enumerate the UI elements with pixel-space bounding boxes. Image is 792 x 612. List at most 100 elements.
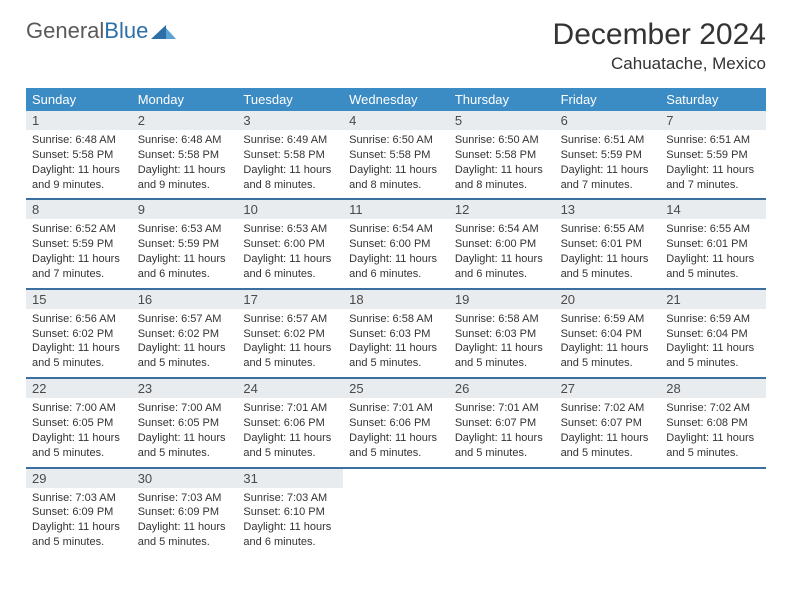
day-cell: 24Sunrise: 7:01 AMSunset: 6:06 PMDayligh… [237,379,343,466]
day-cell: 8Sunrise: 6:52 AMSunset: 5:59 PMDaylight… [26,200,132,287]
day-cell: 15Sunrise: 6:56 AMSunset: 6:02 PMDayligh… [26,290,132,377]
header: GeneralBlue December 2024 Cahuatache, Me… [26,18,766,74]
day-body: Sunrise: 7:00 AMSunset: 6:05 PMDaylight:… [26,398,132,460]
daylight-line: Daylight: 11 hours and 5 minutes. [32,520,126,550]
week-row: 8Sunrise: 6:52 AMSunset: 5:59 PMDaylight… [26,200,766,289]
sunset-line: Sunset: 5:58 PM [32,148,126,163]
day-number: 11 [343,200,449,219]
day-cell: .. [343,469,449,556]
sunset-line: Sunset: 6:02 PM [138,327,232,342]
daylight-line: Daylight: 11 hours and 5 minutes. [561,341,655,371]
day-number: 20 [555,290,661,309]
day-cell: 29Sunrise: 7:03 AMSunset: 6:09 PMDayligh… [26,469,132,556]
sunset-line: Sunset: 5:58 PM [455,148,549,163]
day-body: Sunrise: 7:03 AMSunset: 6:10 PMDaylight:… [237,488,343,550]
weekday-header-row: SundayMondayTuesdayWednesdayThursdayFrid… [26,88,766,111]
sunset-line: Sunset: 6:05 PM [32,416,126,431]
day-number: 16 [132,290,238,309]
day-cell: 20Sunrise: 6:59 AMSunset: 6:04 PMDayligh… [555,290,661,377]
weekday-cell: Sunday [26,88,132,111]
day-number: 19 [449,290,555,309]
week-row: 15Sunrise: 6:56 AMSunset: 6:02 PMDayligh… [26,290,766,379]
sunrise-line: Sunrise: 6:54 AM [455,222,549,237]
daylight-line: Daylight: 11 hours and 5 minutes. [666,341,760,371]
sunset-line: Sunset: 6:02 PM [32,327,126,342]
daylight-line: Daylight: 11 hours and 5 minutes. [138,431,232,461]
day-body: Sunrise: 7:02 AMSunset: 6:08 PMDaylight:… [660,398,766,460]
daylight-line: Daylight: 11 hours and 8 minutes. [455,163,549,193]
sunrise-line: Sunrise: 6:59 AM [666,312,760,327]
day-cell: 14Sunrise: 6:55 AMSunset: 6:01 PMDayligh… [660,200,766,287]
sunset-line: Sunset: 6:00 PM [455,237,549,252]
day-number: 28 [660,379,766,398]
sunset-line: Sunset: 6:07 PM [561,416,655,431]
sunrise-line: Sunrise: 6:59 AM [561,312,655,327]
sunrise-line: Sunrise: 6:55 AM [666,222,760,237]
sunrise-line: Sunrise: 7:03 AM [32,491,126,506]
day-cell: 31Sunrise: 7:03 AMSunset: 6:10 PMDayligh… [237,469,343,556]
weekday-cell: Thursday [449,88,555,111]
sunset-line: Sunset: 5:58 PM [349,148,443,163]
daylight-line: Daylight: 11 hours and 9 minutes. [138,163,232,193]
day-body: Sunrise: 6:48 AMSunset: 5:58 PMDaylight:… [26,130,132,192]
sunset-line: Sunset: 6:06 PM [243,416,337,431]
sunset-line: Sunset: 6:08 PM [666,416,760,431]
day-cell: 16Sunrise: 6:57 AMSunset: 6:02 PMDayligh… [132,290,238,377]
day-cell: 5Sunrise: 6:50 AMSunset: 5:58 PMDaylight… [449,111,555,198]
sunset-line: Sunset: 6:01 PM [561,237,655,252]
day-body: Sunrise: 6:57 AMSunset: 6:02 PMDaylight:… [237,309,343,371]
day-body: Sunrise: 6:58 AMSunset: 6:03 PMDaylight:… [343,309,449,371]
sunrise-line: Sunrise: 6:49 AM [243,133,337,148]
day-number: 14 [660,200,766,219]
sunrise-line: Sunrise: 6:51 AM [561,133,655,148]
day-cell: 13Sunrise: 6:55 AMSunset: 6:01 PMDayligh… [555,200,661,287]
day-number: 23 [132,379,238,398]
day-body: Sunrise: 6:50 AMSunset: 5:58 PMDaylight:… [449,130,555,192]
brand-text: GeneralBlue [26,18,148,44]
weekday-cell: Friday [555,88,661,111]
day-body: Sunrise: 6:55 AMSunset: 6:01 PMDaylight:… [555,219,661,281]
daylight-line: Daylight: 11 hours and 5 minutes. [349,341,443,371]
daylight-line: Daylight: 11 hours and 6 minutes. [243,520,337,550]
day-cell: 10Sunrise: 6:53 AMSunset: 6:00 PMDayligh… [237,200,343,287]
day-body: Sunrise: 6:58 AMSunset: 6:03 PMDaylight:… [449,309,555,371]
sunset-line: Sunset: 6:05 PM [138,416,232,431]
day-number: 6 [555,111,661,130]
daylight-line: Daylight: 11 hours and 6 minutes. [349,252,443,282]
daylight-line: Daylight: 11 hours and 8 minutes. [349,163,443,193]
day-cell: .. [449,469,555,556]
sunrise-line: Sunrise: 6:50 AM [455,133,549,148]
week-row: 22Sunrise: 7:00 AMSunset: 6:05 PMDayligh… [26,379,766,468]
day-number: 31 [237,469,343,488]
daylight-line: Daylight: 11 hours and 5 minutes. [243,431,337,461]
day-body: Sunrise: 6:49 AMSunset: 5:58 PMDaylight:… [237,130,343,192]
day-cell: 19Sunrise: 6:58 AMSunset: 6:03 PMDayligh… [449,290,555,377]
day-cell: 26Sunrise: 7:01 AMSunset: 6:07 PMDayligh… [449,379,555,466]
day-cell: 30Sunrise: 7:03 AMSunset: 6:09 PMDayligh… [132,469,238,556]
month-title: December 2024 [553,18,766,52]
sunset-line: Sunset: 5:59 PM [666,148,760,163]
sunset-line: Sunset: 5:59 PM [561,148,655,163]
day-number: 2 [132,111,238,130]
day-number: 10 [237,200,343,219]
day-body: Sunrise: 7:02 AMSunset: 6:07 PMDaylight:… [555,398,661,460]
day-body: Sunrise: 6:54 AMSunset: 6:00 PMDaylight:… [449,219,555,281]
sunrise-line: Sunrise: 7:00 AM [32,401,126,416]
daylight-line: Daylight: 11 hours and 5 minutes. [666,252,760,282]
daylight-line: Daylight: 11 hours and 6 minutes. [138,252,232,282]
sunrise-line: Sunrise: 7:03 AM [138,491,232,506]
daylight-line: Daylight: 11 hours and 5 minutes. [561,252,655,282]
daylight-line: Daylight: 11 hours and 5 minutes. [32,431,126,461]
daylight-line: Daylight: 11 hours and 5 minutes. [455,341,549,371]
week-row: 1Sunrise: 6:48 AMSunset: 5:58 PMDaylight… [26,111,766,200]
sunset-line: Sunset: 5:58 PM [138,148,232,163]
daylight-line: Daylight: 11 hours and 7 minutes. [561,163,655,193]
sunrise-line: Sunrise: 7:00 AM [138,401,232,416]
day-cell: .. [555,469,661,556]
day-body: Sunrise: 6:57 AMSunset: 6:02 PMDaylight:… [132,309,238,371]
day-body: Sunrise: 6:56 AMSunset: 6:02 PMDaylight:… [26,309,132,371]
weekday-cell: Wednesday [343,88,449,111]
day-cell: 3Sunrise: 6:49 AMSunset: 5:58 PMDaylight… [237,111,343,198]
daylight-line: Daylight: 11 hours and 7 minutes. [32,252,126,282]
day-body: Sunrise: 6:54 AMSunset: 6:00 PMDaylight:… [343,219,449,281]
